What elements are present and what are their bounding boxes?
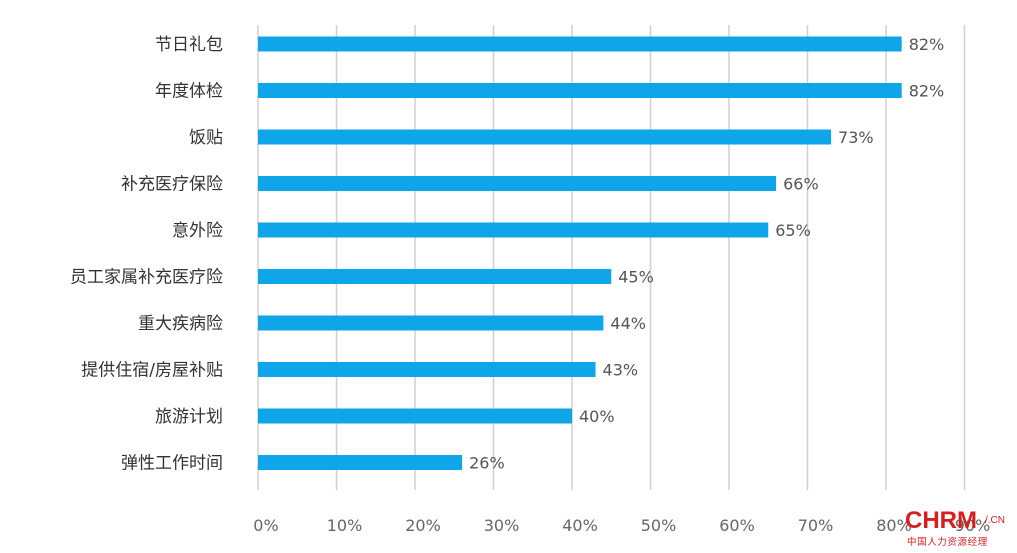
bar — [258, 83, 902, 98]
x-tick-label: 0% — [253, 516, 278, 535]
x-axis-tick-labels: 0% 10% 20% 30% 40% 50% 60% 70% 80% 90% — [253, 516, 990, 535]
bar — [258, 269, 612, 284]
category-label: 员工家属补充医疗险 — [70, 268, 223, 288]
value-labels: 82% 82% 73% 66% 65% 45% 44% 43% 40% 26% — [469, 35, 944, 473]
watermark-suffix-text: /.CN — [985, 515, 1005, 526]
x-tick-label: 90% — [955, 516, 991, 535]
bar — [258, 176, 777, 191]
data-label: 26% — [469, 454, 505, 473]
data-label: 66% — [783, 175, 819, 194]
bar — [258, 315, 604, 331]
x-tick-label: 10% — [327, 516, 363, 535]
data-label: 82% — [909, 35, 945, 54]
chrm-watermark-logo: CHRM /.CN 中国人力资源经理 — [905, 508, 1015, 550]
category-labels: 节日礼包年度体检饭贴补充医疗保险意外险员工家属补充医疗险重大疾病险提供住宿/房屋… — [70, 35, 223, 474]
x-tick-label: 40% — [562, 516, 598, 535]
category-label: 意外险 — [172, 221, 223, 241]
watermark-subtitle-text: 中国人力资源经理 — [907, 537, 988, 548]
category-label: 重大疾病险 — [138, 314, 223, 334]
bar — [258, 408, 572, 424]
bars — [258, 36, 902, 470]
data-label: 43% — [603, 361, 639, 380]
category-label: 旅游计划 — [155, 407, 223, 427]
bar — [258, 129, 832, 145]
x-tick-label: 30% — [484, 516, 520, 535]
data-label: 40% — [579, 407, 615, 426]
bar — [258, 455, 463, 470]
data-label: 82% — [909, 82, 945, 101]
bar — [258, 362, 596, 377]
category-label: 年度体检 — [155, 82, 223, 102]
x-tick-label: 50% — [641, 516, 677, 535]
category-label: 提供住宿/房屋补贴 — [81, 361, 223, 381]
bar — [258, 36, 902, 52]
data-label: 73% — [838, 128, 874, 147]
category-label: 补充医疗保险 — [121, 175, 223, 195]
category-label: 弹性工作时间 — [121, 454, 223, 474]
data-label: 44% — [610, 314, 646, 333]
data-label: 65% — [775, 221, 811, 240]
x-tick-label: 20% — [405, 516, 441, 535]
category-label: 节日礼包 — [155, 35, 223, 55]
x-tick-label: 70% — [798, 516, 834, 535]
category-label: 饭贴 — [189, 128, 223, 148]
watermark-main-text: CHRM — [905, 507, 977, 534]
grid-lines — [257, 25, 966, 490]
x-tick-label: 60% — [719, 516, 755, 535]
bar — [258, 222, 769, 238]
data-label: 45% — [618, 268, 654, 287]
x-tick-label: 80% — [876, 516, 912, 535]
